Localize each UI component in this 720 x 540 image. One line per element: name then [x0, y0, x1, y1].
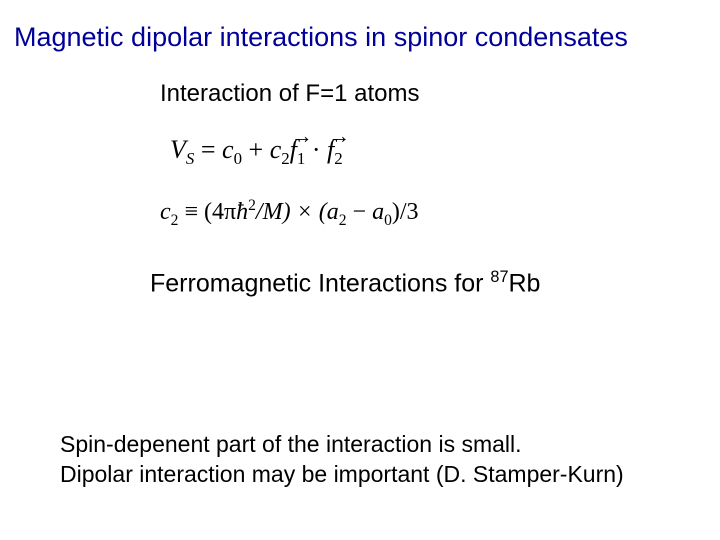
eq2-hbar: ħ — [236, 199, 248, 225]
eq2-open: (4π — [204, 199, 236, 225]
slide-title: Magnetic dipolar interactions in spinor … — [14, 22, 628, 53]
eq2-a2: a — [327, 199, 339, 225]
eq2-close: )/3 — [392, 199, 419, 225]
eq1-c0: c — [222, 135, 234, 164]
eq1-c0-sub: 0 — [234, 149, 242, 168]
eq2-perM: /M) × ( — [256, 199, 327, 225]
subtitle-ferromagnetic: Ferromagnetic Interactions for 87Rb — [150, 268, 540, 298]
eq2-a0-sub: 0 — [384, 212, 392, 229]
footer-line1: Spin-depenent part of the interaction is… — [60, 430, 624, 460]
eq2-hbar-sq: 2 — [248, 197, 256, 214]
eq2-a0: a — [372, 199, 384, 225]
eq2-equiv: ≡ — [178, 199, 204, 225]
sub2-sup: 87 — [490, 268, 508, 286]
footer-note: Spin-depenent part of the interaction is… — [60, 430, 624, 490]
eq1-vs-v: V — [170, 135, 186, 164]
eq2-c2: c — [160, 199, 171, 225]
equation-vs: VS = c0 + c2→f1 · →f2 — [170, 135, 510, 169]
equations-block: VS = c0 + c2→f1 · →f2 c2 ≡ (4πħ2/M) × (a… — [170, 135, 510, 230]
sub2-prefix: Ferromagnetic Interactions for — [150, 269, 490, 297]
eq1-plus: + — [242, 135, 270, 164]
eq1-f2-sub: 2 — [334, 149, 342, 168]
vector-arrow-icon: → — [291, 123, 313, 149]
eq1-c2-sub: 2 — [281, 149, 289, 168]
sub2-suffix: Rb — [509, 269, 541, 297]
eq1-f2-vec: →f — [327, 135, 334, 165]
eq2-a2-sub: 2 — [339, 212, 347, 229]
equation-c2: c2 ≡ (4πħ2/M) × (a2 − a0)/3 — [160, 197, 510, 230]
vector-arrow-icon: → — [328, 123, 350, 149]
slide: Magnetic dipolar interactions in spinor … — [0, 0, 720, 540]
subtitle-interaction: Interaction of F=1 atoms — [160, 80, 419, 108]
footer-line2: Dipolar interaction may be important (D.… — [60, 460, 624, 490]
eq1-f1-vec: →f — [290, 135, 297, 165]
eq1-c2: c — [270, 135, 282, 164]
eq1-equals: = — [194, 135, 222, 164]
eq2-minus: − — [347, 199, 373, 225]
